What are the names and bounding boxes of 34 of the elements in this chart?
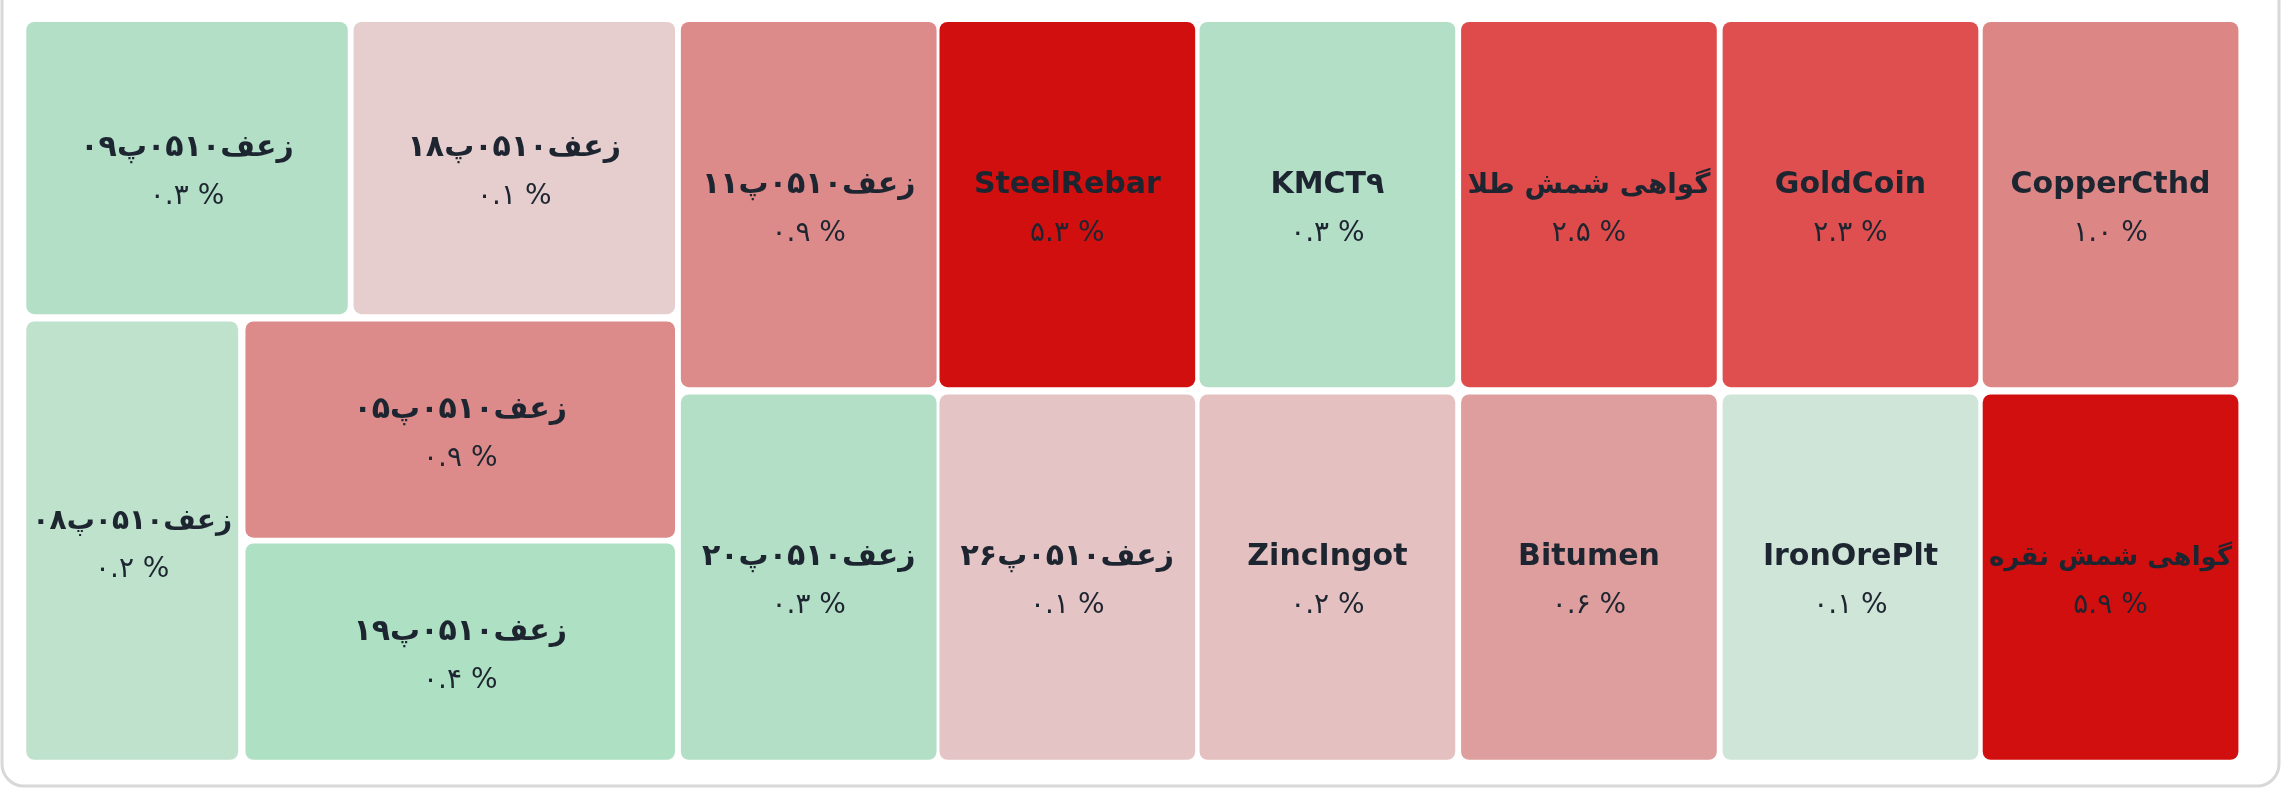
data-label: ۰.۳ %: [149, 178, 225, 212]
data-label: ۰.۳ %: [1290, 214, 1365, 248]
data-label: ۰.۱ %: [477, 178, 552, 212]
category-label: زعف۰۵۱۰پ۰۵: [353, 389, 568, 426]
data-label: ۰.۱ %: [1030, 587, 1105, 621]
category-label: ZincIngot: [1247, 537, 1408, 573]
category-label: زعف۰۵۱۰پ۱۸: [407, 128, 622, 165]
category-label: زعف۰۵۱۰پ۱۱: [701, 164, 916, 201]
data-label: ۲.۵ %: [1551, 214, 1627, 248]
data-label: ۱.۰ %: [2073, 214, 2148, 248]
data-label: ۰.۲ %: [94, 550, 170, 584]
category-label: زعف۰۵۱۰پ۱۹: [353, 611, 568, 648]
data-label: ۵.۹ %: [2073, 587, 2148, 621]
category-label: Bitumen: [1518, 537, 1660, 573]
category-label: زعف۰۵۱۰پ۲۰: [701, 537, 916, 574]
data-label: ۵.۳ %: [1030, 214, 1105, 248]
category-label: زعف۰۵۱۰پ۰۹: [80, 128, 294, 165]
category-label: زعف۰۵۱۰پ۲۶: [960, 537, 1175, 574]
category-label: IronOrePlt: [1762, 537, 1939, 573]
category-label: CopperCthd: [2010, 164, 2211, 200]
data-label: ۰.۳ %: [771, 587, 846, 621]
data-label: ۲.۳ %: [1813, 214, 1888, 248]
category-label: گواهی شمش طلا: [1467, 166, 1712, 200]
data-label: ۰.۴ %: [423, 661, 498, 695]
category-label: زعف۰۵۱۰پ۰۸: [32, 502, 233, 536]
data-label: ۰.۱ %: [1813, 587, 1888, 621]
data-label: ۰.۶ %: [1551, 587, 1627, 621]
category-label: GoldCoin: [1774, 164, 1927, 200]
category-label: گواهی شمش نقره: [1989, 541, 2233, 573]
data-label: ۰.۲ %: [1290, 587, 1365, 621]
data-label: ۰.۹ %: [771, 214, 846, 248]
category-label: SteelRebar: [973, 164, 1161, 200]
data-label: ۰.۹ %: [423, 439, 498, 473]
category-label: KMCT۹: [1270, 164, 1385, 200]
